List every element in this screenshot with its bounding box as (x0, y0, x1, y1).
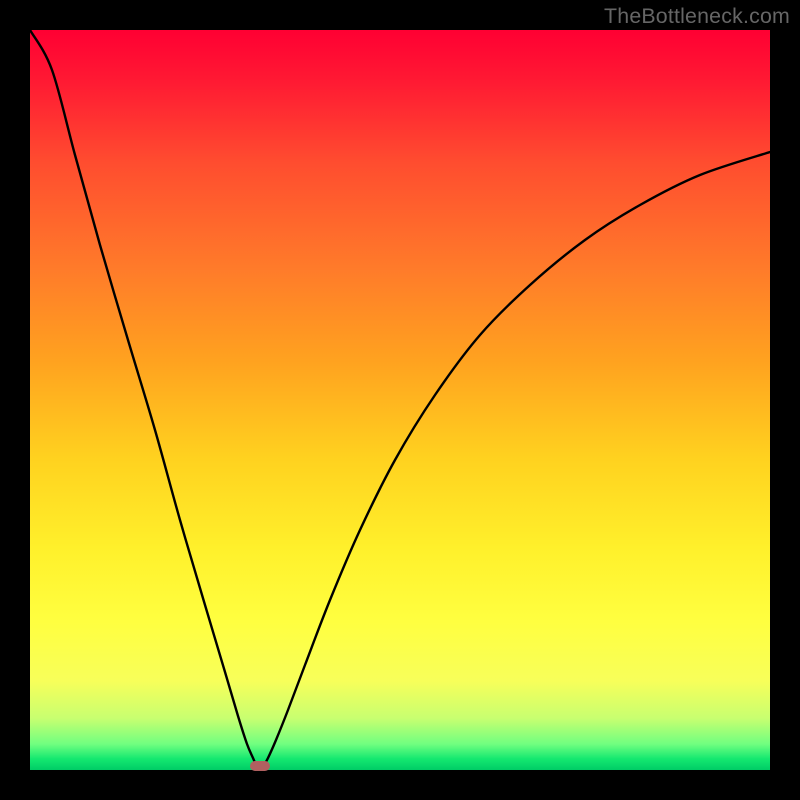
watermark-text: TheBottleneck.com (604, 4, 790, 29)
plot-background (30, 30, 770, 770)
chart-svg (0, 0, 800, 800)
minimum-marker (250, 761, 270, 771)
bottleneck-chart: TheBottleneck.com (0, 0, 800, 800)
